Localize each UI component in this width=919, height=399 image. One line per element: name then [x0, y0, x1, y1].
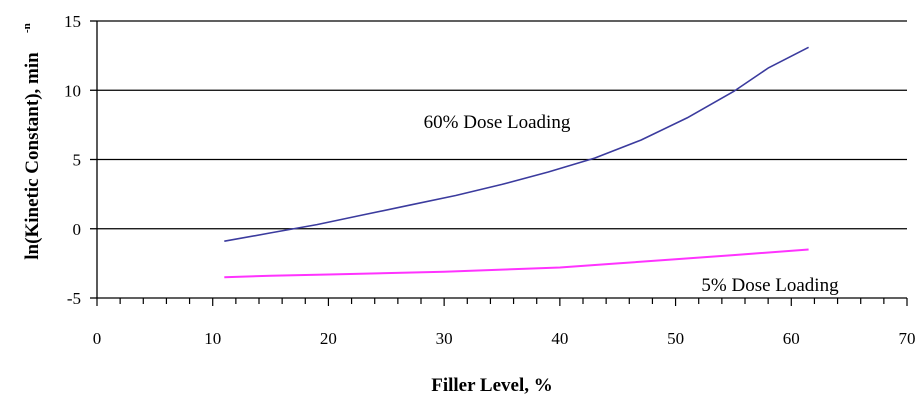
gridlines	[97, 20, 907, 230]
x-tick-label-0: 0	[93, 329, 102, 348]
y-axis-title: ln(Kinetic Constant), min	[22, 52, 43, 260]
annotation-60-dose: 60% Dose Loading	[424, 112, 571, 133]
x-tick-label-3: 30	[436, 329, 453, 348]
x-tick-label-2: 20	[320, 329, 337, 348]
x-tick-label-4: 40	[551, 329, 568, 348]
x-tick-label-6: 60	[783, 329, 800, 348]
tick-labels: -5 0 5 10 15 0 10 20 30 40 50 60 70	[64, 12, 916, 348]
y-tick-label-0: -5	[67, 289, 81, 308]
annotation-5-dose: 5% Dose Loading	[701, 275, 839, 296]
axes	[90, 20, 908, 306]
x-tick-label-7: 70	[899, 329, 916, 348]
y-axis-title-superscript: -n	[21, 23, 33, 33]
series-line-1	[224, 248, 809, 279]
x-axis-title: Filler Level, %	[431, 375, 553, 396]
x-tick-label-5: 50	[667, 329, 684, 348]
y-tick-label-4: 15	[64, 12, 81, 31]
x-tick-label-1: 10	[204, 329, 221, 348]
y-tick-label-3: 10	[64, 81, 81, 100]
y-tick-label-2: 5	[73, 151, 82, 170]
series-lines	[224, 46, 809, 279]
y-axis-title-group: ln(Kinetic Constant), min -n	[21, 23, 43, 260]
y-tick-label-1: 0	[73, 220, 82, 239]
series-line-0	[224, 46, 809, 242]
